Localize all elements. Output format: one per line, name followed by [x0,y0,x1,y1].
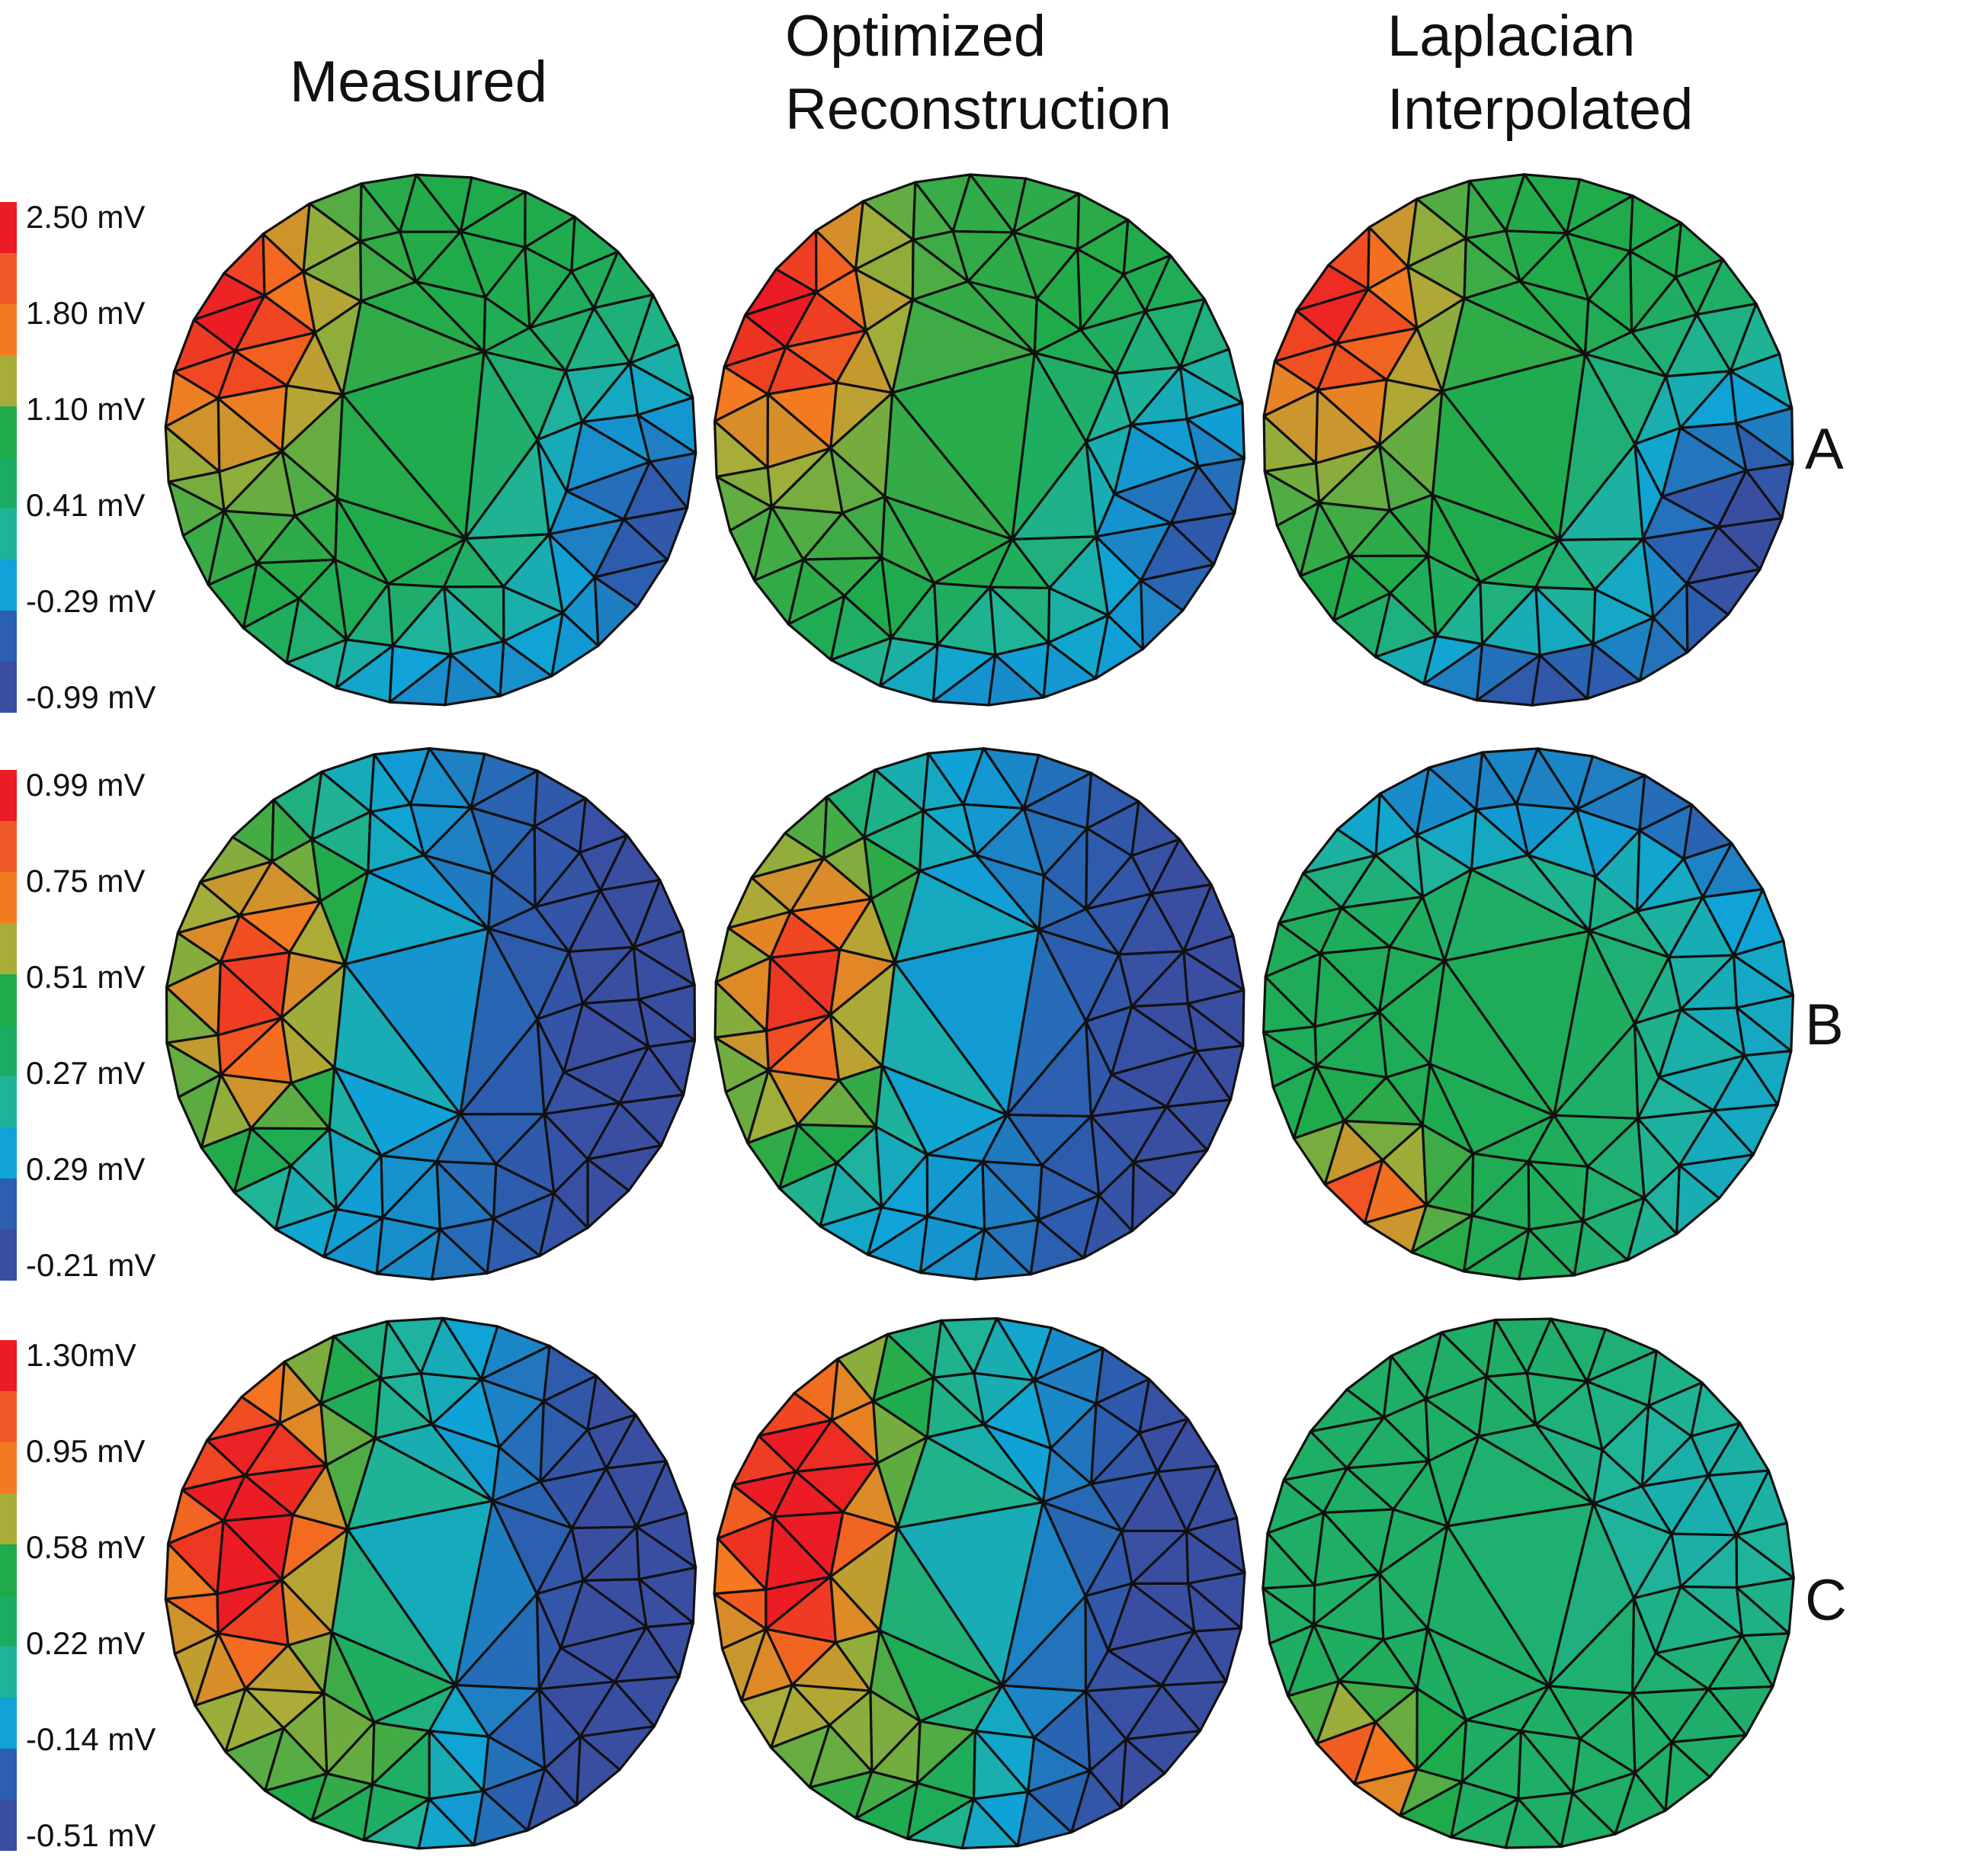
mesh-triangle [1547,1502,1636,1688]
potential-map-optimized-row-a [709,169,1250,710]
colorbar-tick-label: -0.51 mV [26,1817,156,1853]
potential-map-optimized-row-c [709,1313,1250,1854]
row-label-c: C [1805,1568,1847,1633]
colorbar-tick-label: 1.10 mV [26,391,146,427]
mesh-triangle [459,927,539,1116]
row-label-a: A [1805,417,1844,482]
potential-map-laplacian-row-b [1258,743,1799,1284]
mesh-triangle [335,393,467,540]
mesh-triangle [1557,352,1637,541]
colorbar-tick-label: -0.99 mV [26,679,156,715]
colorbar-tick-label: -0.14 mV [26,1721,156,1757]
colorbar-tick-label: 0.51 mV [26,959,146,995]
mesh-triangle [1085,1005,1133,1076]
colorbar-c: 1.30mV 0.95 mV 0.58 mV 0.22 mV -0.14 mV -0.51… [0,1337,183,1853]
mesh-triangle [883,391,1014,540]
colorbar-tick-label: 1.30mV [26,1337,136,1373]
colorbar-tick-label: 0.29 mV [26,1151,146,1187]
mesh-triangle [880,960,1008,1116]
colorbar-tick-label: 0.75 mV [26,863,146,899]
mesh-triangle [1633,1008,1682,1079]
colorbar-tick-label: 0.99 mV [26,767,146,803]
colorbar-gradient [0,1340,17,1851]
mesh-triangle [1553,929,1637,1117]
mesh-triangle [1431,390,1560,541]
colorbar-tick-label: -0.29 mV [26,583,156,619]
mesh-triangle [536,1002,585,1073]
mesh-triangle [1428,959,1556,1117]
mesh-triangle [535,1579,585,1650]
colorbar-tick-label: 0.41 mV [26,487,146,523]
colorbar-b: 0.99 mV 0.75 mV 0.51 mV 0.27 mV 0.29 mV -0.21… [0,767,183,1283]
colorbar-tick-label: 0.58 mV [26,1529,146,1565]
colorbar-a: 2.50 mV 1.80 mV 1.10 mV 0.41 mV -0.29 mV -0.9… [0,199,183,715]
mesh-triangle [1633,426,1681,499]
colorbar-gradient [0,202,17,713]
mesh-triangle [454,1499,538,1686]
colorbar-gradient [0,770,17,1281]
colorbar-tick-label: 0.27 mV [26,1055,146,1091]
potential-map-optimized-row-b [709,743,1250,1284]
mesh-triangle [330,1528,457,1686]
mesh-triangle [1426,1525,1550,1688]
column-title-optimized: Optimized Reconstruction [785,4,1172,142]
mesh-triangle [1005,928,1088,1116]
mesh-triangle [1084,1582,1133,1652]
colorbar-tick-label: 0.22 mV [26,1625,146,1661]
potential-map-laplacian-row-c [1258,1313,1799,1854]
colorbar-tick-label: 2.50 mV [26,199,146,235]
potential-map-measured-row-c [160,1313,701,1854]
mesh-triangle [1011,351,1088,540]
mesh-triangle [1085,423,1133,495]
mesh-triangle [1001,1501,1087,1687]
mesh-triangle [878,1526,1004,1687]
colorbar-tick-label: 1.80 mV [26,295,146,331]
mesh-triangle [536,420,584,492]
row-label-b: B [1805,993,1844,1057]
mesh-triangle [463,350,539,540]
potential-map-measured-row-a [160,169,701,710]
mesh-triangle [333,963,462,1116]
colorbar-tick-label: -0.21 mV [26,1247,156,1283]
potential-map-measured-row-b [160,743,701,1284]
colorbar-tick-label: 0.95 mV [26,1433,146,1469]
potential-map-laplacian-row-a [1258,169,1799,710]
column-title-laplacian: Laplacian Interpolated [1387,4,1694,142]
mesh-triangle [1633,1585,1682,1655]
column-title-measured: Measured [290,50,547,114]
